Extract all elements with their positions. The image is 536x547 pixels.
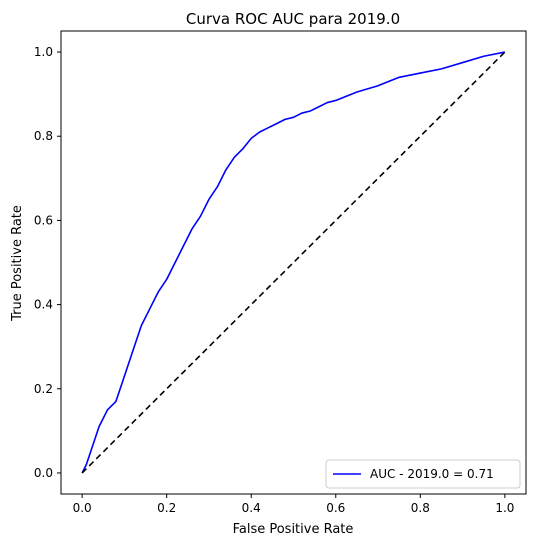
x-tick-label: 1.0 [495, 501, 514, 515]
y-tick-label: 0.4 [34, 298, 53, 312]
x-tick-label: 0.0 [73, 501, 92, 515]
legend-box [325, 459, 521, 489]
x-tick-label: 0.2 [157, 501, 176, 515]
y-tick-label: 0.8 [34, 129, 53, 143]
plot-area [61, 31, 526, 494]
x-axis-ticks: 0.0 0.2 0.4 0.6 0.8 1.0 [73, 494, 514, 515]
y-tick-label: 0.0 [34, 466, 53, 480]
x-axis-label: False Positive Rate [233, 522, 354, 537]
y-tick-label: 1.0 [34, 45, 53, 59]
legend-label: AUC - 2019.0 = 0.71 [370, 467, 494, 481]
series-layer [81, 51, 506, 474]
roc-curve-line [81, 51, 506, 474]
x-tick-label: 0.8 [411, 501, 430, 515]
x-tick-label: 0.4 [242, 501, 261, 515]
y-axis-label: True Positive Rate [10, 205, 25, 322]
plot-frame [60, 30, 527, 495]
y-axis-ticks: 0.0 0.2 0.4 0.6 0.8 1.0 [34, 45, 61, 480]
y-tick-label: 0.2 [34, 382, 53, 396]
chart-title: Curva ROC AUC para 2019.0 [186, 10, 400, 28]
legend: AUC - 2019.0 = 0.71 [325, 459, 521, 489]
y-tick-label: 0.6 [34, 213, 53, 227]
x-tick-label: 0.6 [326, 501, 345, 515]
